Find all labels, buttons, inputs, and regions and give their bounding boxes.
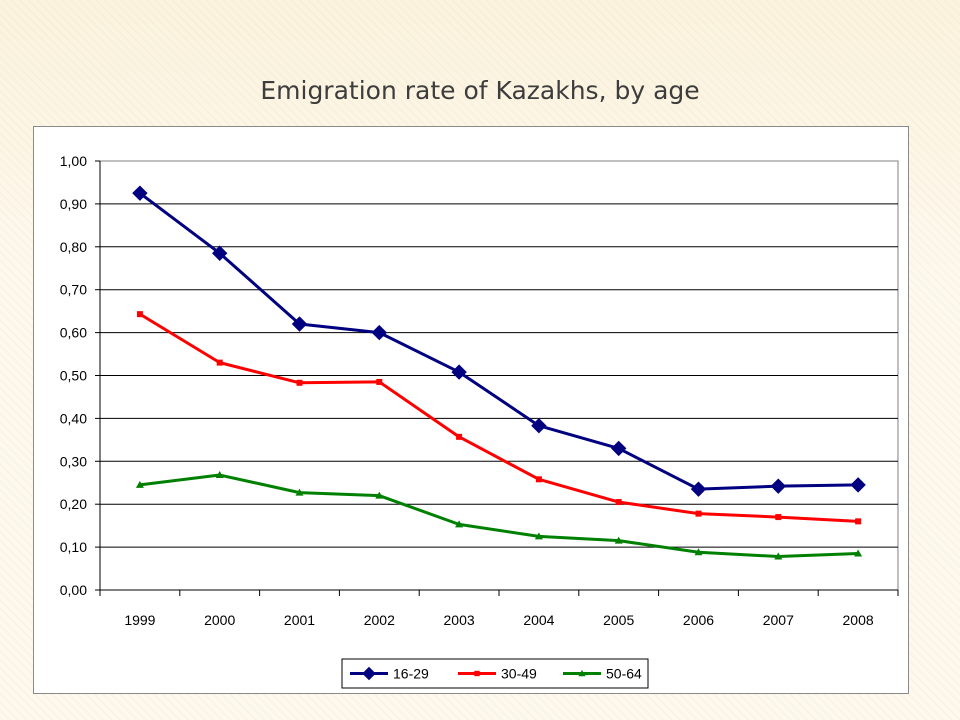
data-point bbox=[854, 549, 863, 557]
legend-label: 50-64 bbox=[606, 666, 642, 682]
data-point bbox=[376, 378, 383, 385]
data-point bbox=[610, 440, 627, 457]
data-point bbox=[135, 480, 144, 488]
series-30-49 bbox=[136, 311, 862, 525]
data-point bbox=[296, 379, 303, 386]
data-point bbox=[215, 471, 224, 479]
data-point bbox=[614, 536, 623, 544]
gridlines bbox=[100, 203, 898, 548]
data-point bbox=[770, 478, 787, 494]
series-layer bbox=[132, 185, 866, 560]
x-tick-label: 2001 bbox=[284, 612, 315, 628]
data-point bbox=[455, 520, 464, 528]
data-point bbox=[132, 185, 148, 201]
x-tick-label: 2005 bbox=[603, 612, 634, 628]
series-line-30-49 bbox=[139, 312, 859, 523]
data-point bbox=[291, 316, 308, 332]
legend-marker bbox=[362, 666, 376, 681]
y-tick-label: 0,10 bbox=[60, 539, 87, 555]
data-point bbox=[690, 481, 707, 497]
y-tick-label: 0,60 bbox=[60, 325, 87, 341]
data-point bbox=[535, 476, 542, 483]
data-point bbox=[216, 359, 223, 366]
y-tick-label: 0,50 bbox=[60, 368, 87, 384]
chart-area bbox=[33, 126, 909, 694]
data-point bbox=[855, 518, 862, 525]
slide-title: Emigration rate of Kazakhs, by age bbox=[260, 76, 700, 105]
y-tick-label: 0,90 bbox=[60, 196, 87, 212]
data-point bbox=[850, 477, 866, 493]
data-point bbox=[451, 364, 467, 380]
y-tick-label: 0,20 bbox=[60, 496, 87, 512]
y-tick-label: 0,70 bbox=[60, 282, 87, 298]
data-point bbox=[694, 548, 703, 556]
y-tick-label: 0,30 bbox=[60, 453, 87, 469]
y-tick-label: 0,40 bbox=[60, 410, 87, 426]
x-axis: 1999 2000 2001 2002 2003 2004 2005 2006 2007 2008 bbox=[99, 589, 899, 628]
data-point bbox=[615, 499, 622, 506]
legend-label: 30-49 bbox=[501, 666, 537, 682]
x-tick-label: 2002 bbox=[364, 612, 395, 628]
data-point bbox=[531, 417, 547, 434]
data-point bbox=[371, 324, 388, 341]
x-tick-label: 2006 bbox=[683, 612, 714, 628]
data-point bbox=[695, 510, 702, 517]
series-line-16-29 bbox=[138, 191, 859, 491]
x-tick-label: 1999 bbox=[124, 612, 155, 628]
data-point bbox=[534, 532, 543, 540]
x-tick-label: 2007 bbox=[763, 612, 794, 628]
series-50-64 bbox=[135, 471, 863, 560]
data-point bbox=[456, 433, 463, 440]
y-tick-label: 0,80 bbox=[60, 239, 87, 255]
legend-label: 16-29 bbox=[393, 666, 429, 682]
series-line-50-64 bbox=[139, 473, 859, 559]
x-tick-label: 2003 bbox=[444, 612, 475, 628]
data-point bbox=[211, 245, 228, 261]
data-point bbox=[375, 491, 384, 499]
x-tick-label: 2000 bbox=[204, 612, 235, 628]
y-tick-label: 0,00 bbox=[60, 582, 87, 598]
legend-marker bbox=[578, 669, 586, 677]
data-point bbox=[136, 311, 143, 318]
legend-marker bbox=[474, 670, 480, 677]
legend: 16-29 30-49 50-64 bbox=[341, 658, 649, 689]
data-point bbox=[774, 552, 783, 560]
data-point bbox=[295, 488, 304, 496]
data-point bbox=[775, 514, 782, 521]
series-16-29 bbox=[132, 185, 866, 497]
x-tick-label: 2004 bbox=[523, 612, 554, 628]
y-axis: 0,00 0,10 0,20 0,30 0,40 0,50 0,60 0,70 0,80 0,90… bbox=[60, 153, 101, 598]
y-tick-label: 1,00 bbox=[60, 153, 87, 169]
x-tick-label: 2008 bbox=[843, 612, 874, 628]
